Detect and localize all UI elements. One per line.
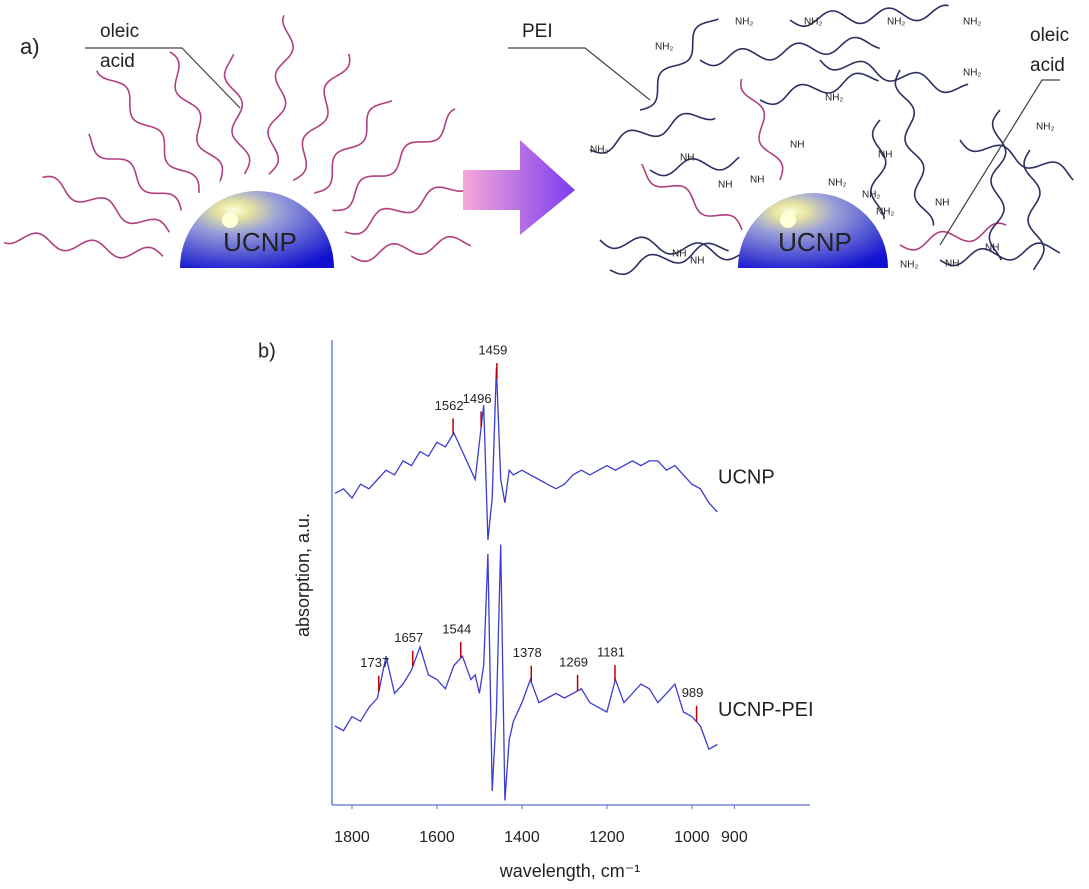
chain [344, 181, 475, 235]
amine-label: NH₂ [887, 17, 905, 28]
amine-label: NH [690, 256, 704, 267]
amine-label: NH₂ [590, 145, 608, 156]
x-tick-label: 900 [721, 829, 748, 846]
amine-labels: NH₂ NH₂ NH₂ NH₂ NH₂ NH₂ NH₂ NH₂ NH₂ NH NH NH NH NH NH N… [590, 17, 1054, 271]
polymer-label: PEI [522, 21, 553, 42]
y-axis-label: absorption, a.u. [293, 513, 313, 637]
chain [292, 53, 351, 182]
chain [42, 175, 171, 233]
chain [894, 69, 935, 226]
amine-label: NH₂ [825, 93, 843, 104]
amine-label: NH₂ [963, 17, 981, 28]
chain [332, 108, 456, 212]
peak-label: 1181 [597, 645, 625, 660]
label-leader [508, 47, 651, 101]
ligand-label: oleic [1030, 25, 1069, 46]
amine-label: NH [672, 249, 686, 260]
ligand-label: oleic [100, 21, 139, 42]
label-leader [939, 79, 1060, 246]
amine-label: NH₂ [655, 42, 673, 53]
chain [267, 15, 295, 175]
amine-label: NH₂ [876, 207, 894, 218]
chain [589, 112, 716, 154]
chain [649, 156, 740, 177]
peak-label: 1378 [513, 645, 542, 660]
nanoparticle [738, 193, 888, 268]
chain [639, 18, 719, 111]
chain [599, 236, 751, 261]
chain [819, 59, 969, 94]
amine-label: NH₂ [804, 17, 822, 28]
label-leader [85, 47, 241, 109]
peak-label: 1657 [394, 630, 423, 645]
chain [313, 99, 393, 194]
chain [3, 232, 164, 259]
amine-label: NH [878, 150, 892, 161]
chain [870, 119, 887, 220]
amine-label: NH₂ [828, 178, 846, 189]
amine-label: NH₂ [963, 68, 981, 79]
plot: 1800 1600 1400 1200 1000 900 1562 1496 1459 UCNP 1… [331, 340, 814, 846]
ligand-label: acid [100, 51, 135, 72]
series-label: UCNP-PEI [718, 699, 814, 721]
x-tick-label: 1400 [504, 829, 540, 846]
amine-label: NH [718, 180, 732, 191]
chain [640, 163, 743, 231]
peak-label: 1269 [559, 654, 588, 669]
highlight [222, 212, 238, 228]
peak-label: 989 [682, 685, 704, 700]
amine-label: NH [680, 153, 694, 164]
chain [169, 51, 224, 183]
x-tick-label: 1600 [419, 829, 455, 846]
peak-label: 1737 [360, 655, 389, 670]
peak-label: 1544 [442, 621, 471, 636]
x-tick-label: 1200 [589, 829, 625, 846]
chain [739, 78, 784, 181]
chain [88, 133, 183, 212]
amine-label: NH₂ [862, 190, 880, 201]
highlight [780, 212, 796, 228]
arrow [463, 140, 575, 235]
series-label: UCNP [718, 466, 775, 488]
chain [699, 36, 880, 67]
panel-label: b) [258, 340, 276, 362]
peak-label: 1562 [435, 398, 464, 413]
chain [899, 222, 1007, 251]
chain [609, 242, 729, 276]
core-label: UCNP [223, 227, 297, 257]
amine-label: NH₂ [900, 260, 918, 271]
x-tick-label: 1800 [334, 829, 370, 846]
x-axis-label: wavelength, cm⁻¹ [499, 861, 641, 881]
chain [96, 70, 200, 194]
amine-label: NH [945, 259, 959, 270]
chain [1023, 149, 1045, 271]
chain [350, 235, 472, 263]
peak-label: 1459 [478, 342, 507, 357]
chain [789, 4, 949, 27]
amine-label: NH₂ [1036, 122, 1054, 133]
amine-label: NH [935, 198, 949, 209]
amine-label: NH [750, 175, 764, 186]
chain [939, 242, 1061, 267]
panel-label: a) [20, 34, 40, 59]
series-line [334, 544, 718, 801]
nanoparticle [180, 191, 334, 268]
series-line [334, 367, 718, 541]
core-label: UCNP [778, 227, 852, 257]
chain [988, 109, 1007, 261]
ligand-label: acid [1030, 55, 1065, 76]
chain [959, 139, 1074, 181]
ligand-chains [3, 4, 1074, 276]
amine-label: NH [985, 243, 999, 254]
chain [223, 53, 251, 175]
amine-label: NH₂ [735, 17, 753, 28]
chain [759, 72, 879, 106]
x-tick-label: 1000 [674, 829, 710, 846]
peak-label: 1496 [463, 391, 492, 406]
amine-label: NH [790, 140, 804, 151]
